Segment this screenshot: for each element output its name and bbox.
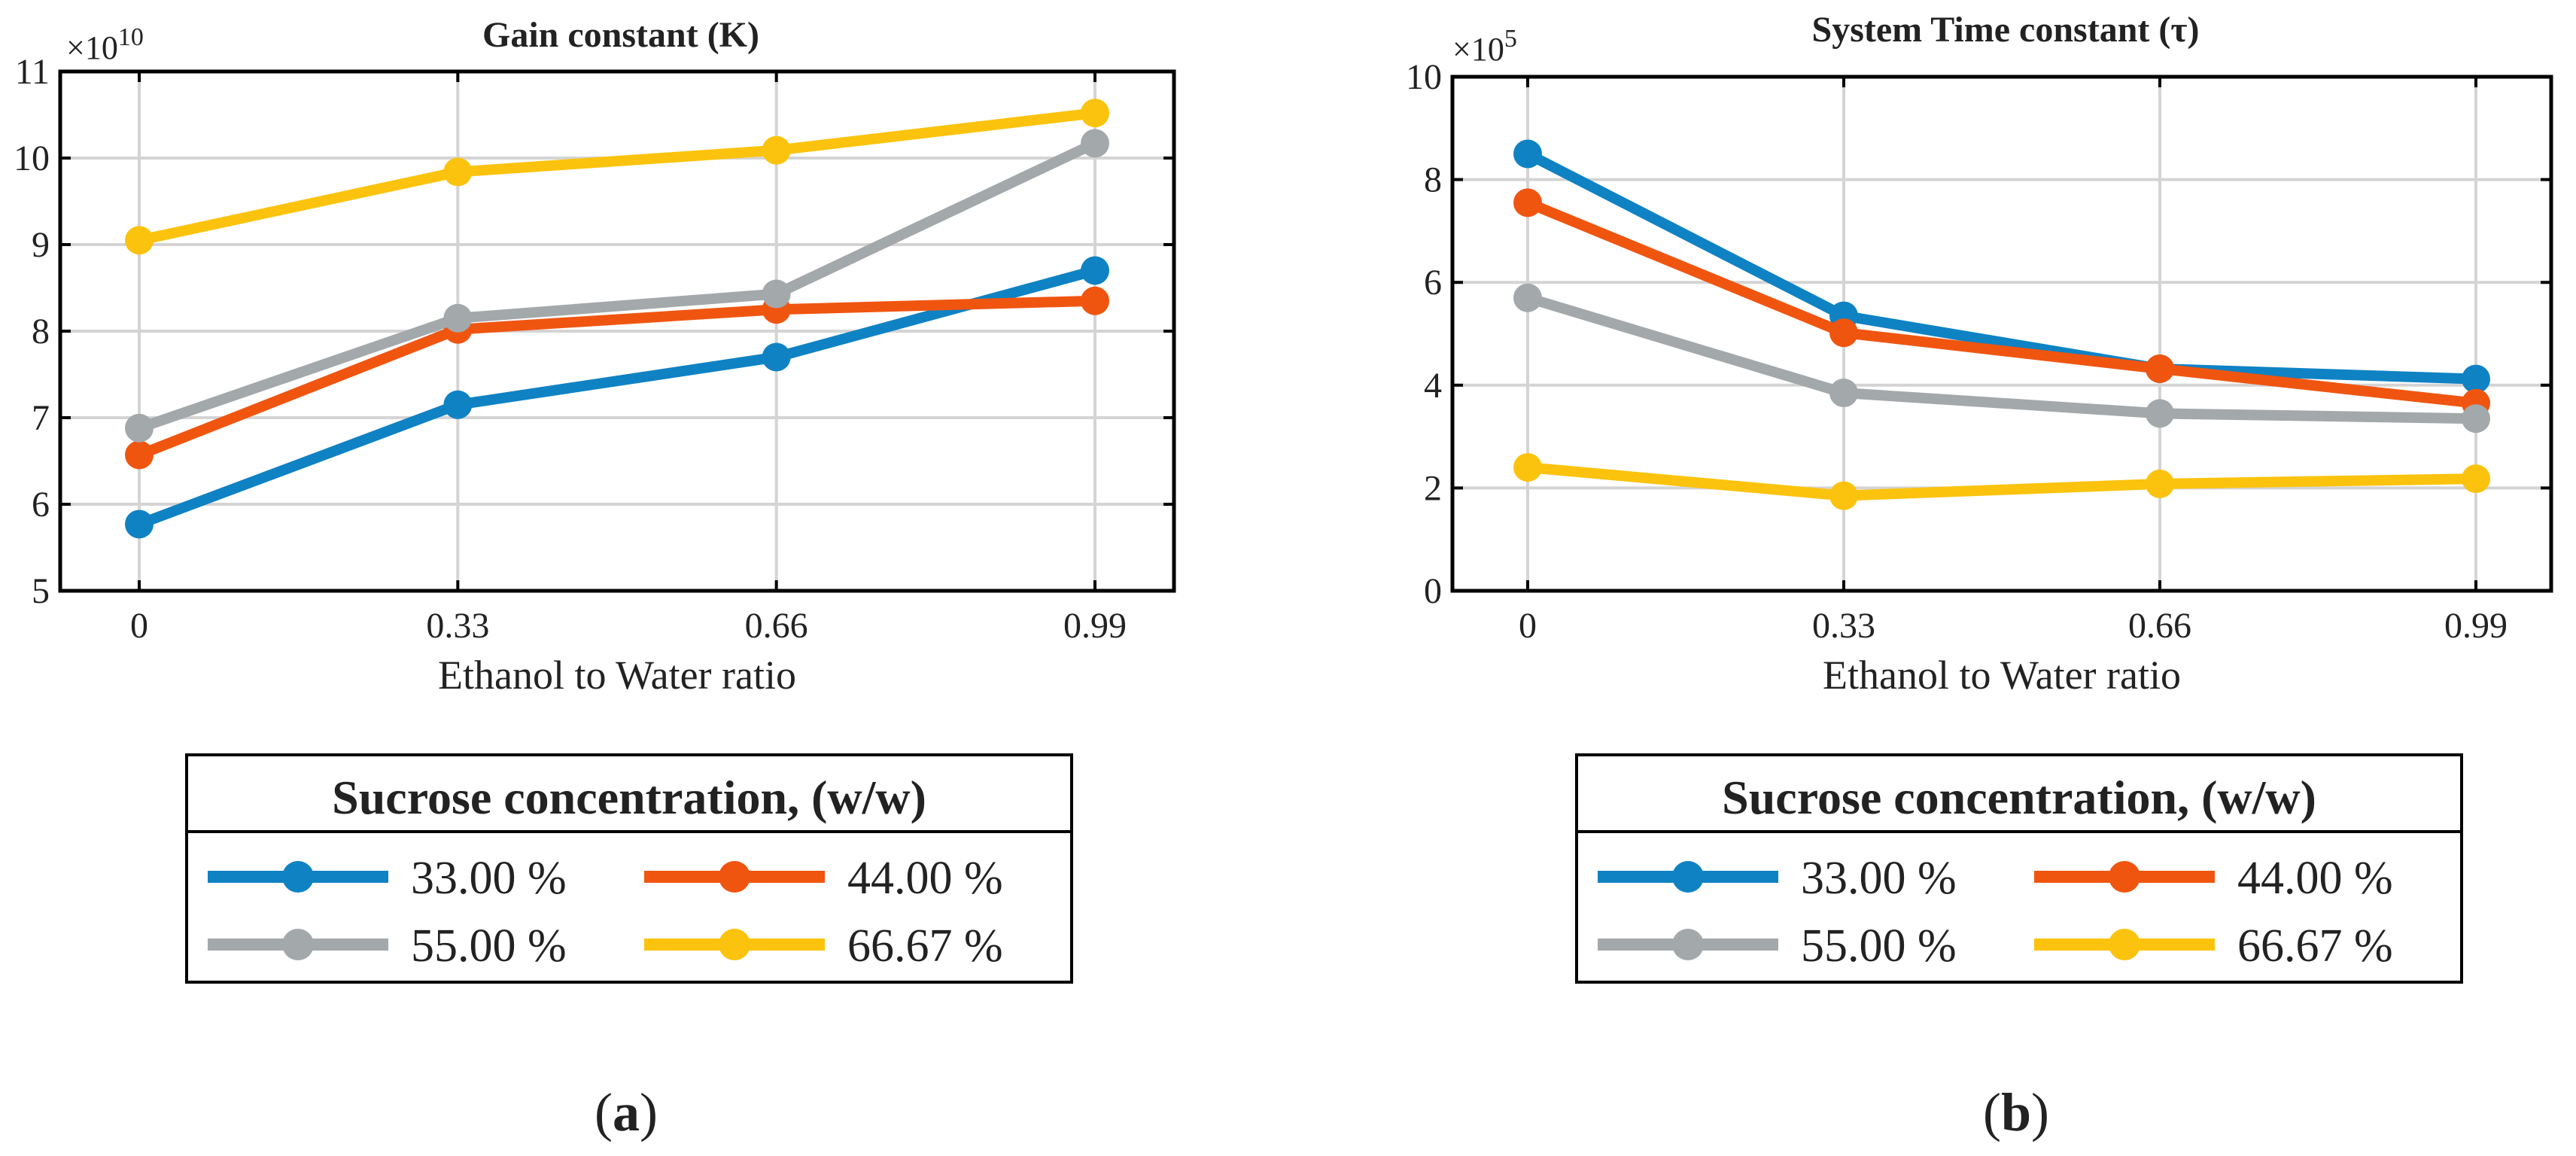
data-point-s44 xyxy=(1081,286,1109,315)
series-line-s33 xyxy=(1522,148,2481,385)
data-point-s44 xyxy=(2146,354,2174,383)
data-point-s66 xyxy=(762,135,791,165)
multiplier-exponent: 5 xyxy=(1504,25,1517,53)
data-point-s55 xyxy=(1829,379,1858,408)
series-line-s44 xyxy=(1522,197,2481,409)
y-tick-label: 4 xyxy=(1424,366,1442,406)
data-point-s66 xyxy=(2462,464,2490,494)
data-point-s33 xyxy=(125,510,154,539)
legend: Sucrose concentration, (w/w) 33.00 % 44.00… xyxy=(1575,753,2463,984)
data-point-s44 xyxy=(125,440,154,470)
y-tick-label: 5 xyxy=(32,571,50,611)
chart-title: System Time constant (τ) xyxy=(1812,10,2200,50)
legend-entry-label: 55.00 % xyxy=(411,920,567,972)
chart-panel-1: 0 2 4 6 8 10 0 0.33 0.66 0.99 System Time constant… xyxy=(1406,10,2553,1142)
legend-title: Sucrose concentration, (w/w) xyxy=(1722,771,2316,824)
data-point-s66 xyxy=(443,157,473,187)
plot-area xyxy=(1452,77,2551,591)
y-tick-label: 10 xyxy=(14,138,50,178)
y-tick-label: 6 xyxy=(1424,263,1442,303)
legend-swatch-marker-s66 xyxy=(719,929,750,960)
y-tick-label: 9 xyxy=(32,225,50,265)
multiplier-base: ×10 xyxy=(1452,31,1504,68)
data-point-s33 xyxy=(2462,364,2490,394)
legend-entry-label: 44.00 % xyxy=(847,853,1003,904)
chart-panel-0: 5 6 7 8 9 10 11 0 0.33 0.66 0.99 Gain constant (K) E… xyxy=(14,15,1176,1142)
series-line-s55 xyxy=(1522,292,2481,424)
x-tick-label: 0 xyxy=(130,606,148,646)
x-axis-label: Ethanol to Water ratio xyxy=(438,653,796,698)
data-point-s66 xyxy=(1829,481,1858,510)
x-tick-label: 0.99 xyxy=(1063,606,1127,646)
x-tick-label: 0.66 xyxy=(745,606,808,646)
x-tick-label: 0 xyxy=(1519,606,1537,646)
y-tick-label: 8 xyxy=(1424,160,1442,200)
data-point-s33 xyxy=(1081,256,1109,285)
data-point-s66 xyxy=(125,226,154,255)
data-point-s66 xyxy=(1513,453,1542,482)
legend-swatch-marker-s55 xyxy=(282,929,314,960)
legend-entry-label: 44.00 % xyxy=(2237,853,2393,904)
chart-title: Gain constant (K) xyxy=(482,15,759,55)
data-point-s55 xyxy=(762,279,791,309)
panel-label-open: ( xyxy=(1983,1082,2001,1142)
panel-label-close: ) xyxy=(2031,1082,2049,1142)
series-line-s66 xyxy=(134,108,1100,246)
legend-entry-label: 55.00 % xyxy=(1801,920,1957,972)
y-tick-label: 11 xyxy=(15,52,50,92)
multiplier-base: ×10 xyxy=(66,29,118,66)
legend-swatch-marker-s55 xyxy=(1672,929,1704,960)
legend-entry-label: 33.00 % xyxy=(1801,853,1957,904)
data-point-s66 xyxy=(2146,469,2174,498)
x-axis-label: Ethanol to Water ratio xyxy=(1823,653,2181,698)
data-point-s33 xyxy=(443,390,473,419)
y-tick-label: 10 xyxy=(1406,57,1442,97)
panel-label-close: ) xyxy=(640,1082,658,1142)
y-tick-label: 6 xyxy=(32,485,50,525)
panel-label-letter: a xyxy=(613,1082,640,1142)
series-line-s33 xyxy=(134,265,1100,530)
legend-swatch-marker-s33 xyxy=(1672,861,1704,893)
legend: Sucrose concentration, (w/w) 33.00 % 44.00… xyxy=(185,753,1073,984)
data-point-s55 xyxy=(2462,404,2490,434)
y-tick-label: 7 xyxy=(32,398,50,438)
data-point-s55 xyxy=(443,303,473,333)
data-point-s44 xyxy=(1829,318,1858,348)
data-point-s66 xyxy=(1081,99,1109,128)
x-tick-label: 0.99 xyxy=(2444,606,2508,646)
data-point-s55 xyxy=(1513,283,1542,312)
x-tick-label: 0.66 xyxy=(2128,606,2191,646)
panel-label-letter: b xyxy=(2001,1082,2031,1142)
axis-multiplier: ×1010 xyxy=(66,23,144,66)
legend-entry-label: 66.67 % xyxy=(2237,920,2393,972)
data-point-s44 xyxy=(1513,188,1542,218)
multiplier-exponent: 10 xyxy=(118,23,144,51)
y-tick-label: 2 xyxy=(1424,468,1442,508)
series-line-s44 xyxy=(134,295,1100,461)
legend-entry-label: 33.00 % xyxy=(411,853,567,904)
legend-swatch-marker-s33 xyxy=(282,861,314,893)
y-tick-label: 0 xyxy=(1424,571,1442,611)
legend-swatch-marker-s44 xyxy=(719,861,750,893)
data-point-s55 xyxy=(125,413,154,443)
panel-label: (a) xyxy=(595,1082,658,1142)
data-point-s55 xyxy=(2146,399,2174,428)
x-tick-label: 0.33 xyxy=(426,606,489,646)
legend-title: Sucrose concentration, (w/w) xyxy=(332,771,926,824)
series-line-s66 xyxy=(1522,462,2481,501)
panel-label-open: ( xyxy=(595,1082,613,1142)
legend-entry-label: 66.67 % xyxy=(847,920,1003,972)
legend-swatch-marker-s66 xyxy=(2109,929,2140,960)
y-tick-label: 8 xyxy=(32,312,50,351)
axis-multiplier: ×105 xyxy=(1452,25,1517,68)
data-point-s33 xyxy=(1513,139,1542,169)
x-tick-label: 0.33 xyxy=(1812,606,1875,646)
data-point-s33 xyxy=(762,342,791,372)
panel-label: (b) xyxy=(1983,1082,2049,1142)
legend-swatch-marker-s44 xyxy=(2109,861,2140,893)
axes-frame xyxy=(1450,75,2553,593)
series-line-s55 xyxy=(134,138,1100,434)
data-point-s55 xyxy=(1081,129,1109,158)
